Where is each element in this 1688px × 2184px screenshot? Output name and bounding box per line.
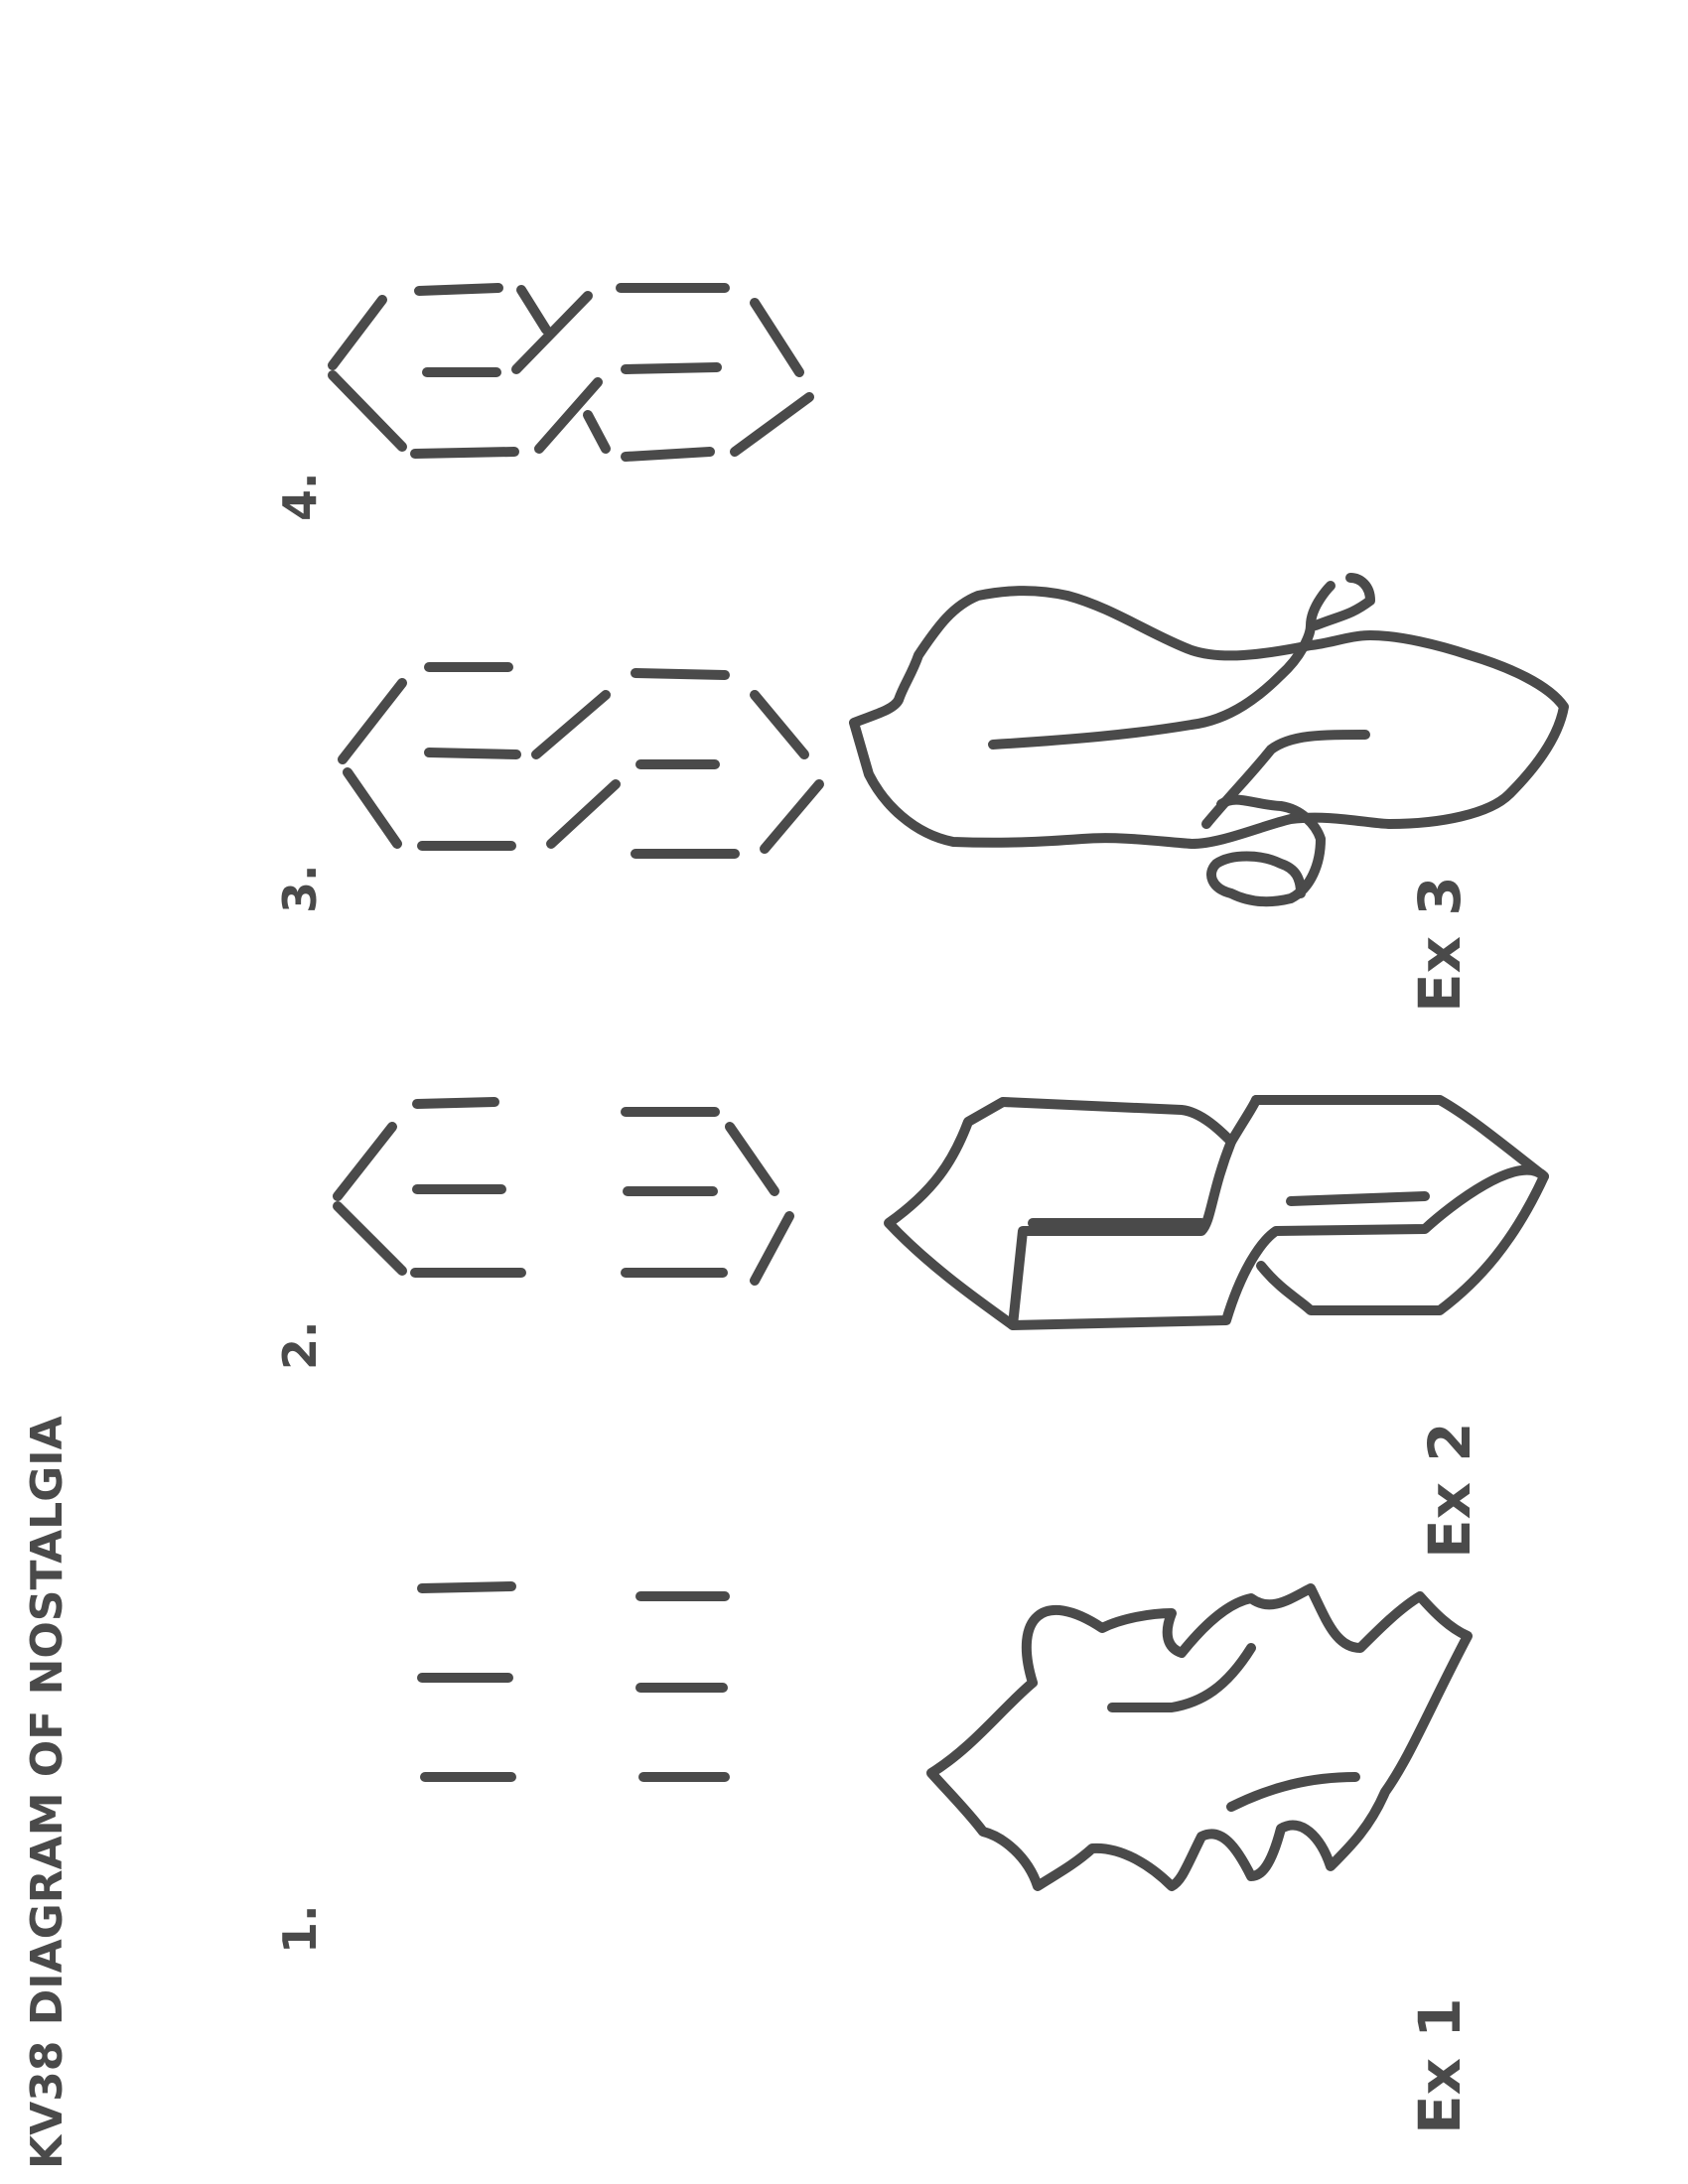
step-4-interlocked-hexagons (328, 283, 814, 462)
step-label-4: 4. (273, 473, 327, 521)
example-3-teardrop-curls (849, 573, 1569, 907)
step-2-hexagon-halves (333, 1097, 794, 1286)
example-2-hexagon-knot (884, 1095, 1549, 1330)
example-label-3: Ex 3 (1406, 876, 1474, 1013)
step-3-linked-hexagons (338, 662, 824, 859)
example-label-2: Ex 2 (1416, 1422, 1483, 1559)
step-label-3: 3. (273, 865, 327, 913)
step-label-1: 1. (273, 1905, 327, 1954)
page-title: KV38 DIAGRAM OF NOSTALGIA (22, 1416, 72, 2169)
example-1-lobed-knot (926, 1583, 1473, 1891)
step-label-2: 2. (273, 1321, 327, 1370)
step-1-parallel-lines (417, 1581, 730, 1782)
example-label-1: Ex 1 (1406, 1997, 1474, 2134)
